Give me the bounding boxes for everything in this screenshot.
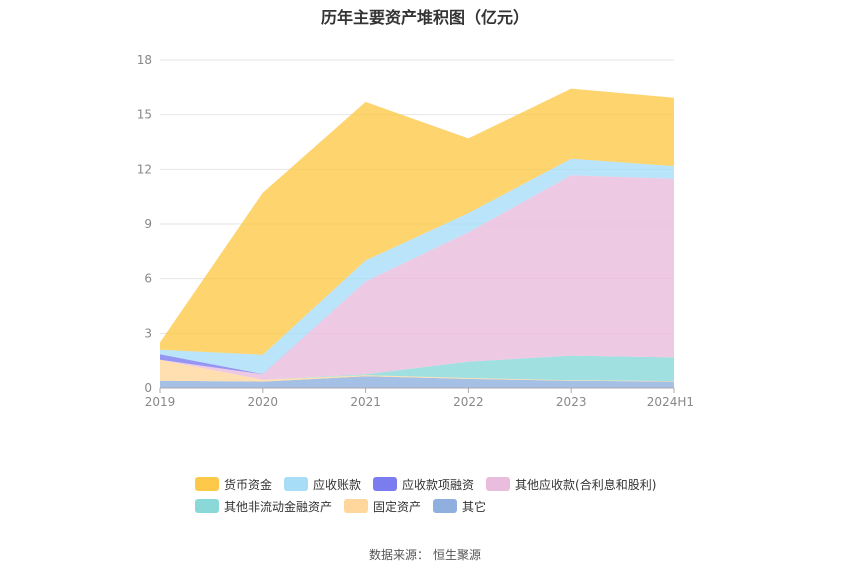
y-tick-label: 3 xyxy=(144,326,152,340)
legend-label: 应收款项融资 xyxy=(402,477,475,492)
legend-item[interactable]: 应收账款 xyxy=(284,476,361,493)
chart-plot: 0 3 6 9 12 15 18 2019 2020 2021 2022 2023 2024H1 xyxy=(137,53,694,409)
area-其它[interactable] xyxy=(160,376,674,388)
legend-swatch xyxy=(344,499,369,513)
x-tick-label: 2020 xyxy=(248,395,279,409)
y-tick-label: 9 xyxy=(144,217,152,231)
legend-label: 固定资产 xyxy=(373,499,422,514)
legend-label: 其他非流动金融资产 xyxy=(224,499,333,514)
legend-item[interactable]: 其它 xyxy=(433,498,486,515)
area-应收账款[interactable] xyxy=(160,158,674,374)
x-tick-label: 2023 xyxy=(556,395,587,409)
legend-swatch xyxy=(486,477,511,491)
legend-item[interactable]: 其他应收款(合利息和股利) xyxy=(486,476,656,493)
legend-label: 其它 xyxy=(462,499,487,514)
area-固定资产[interactable] xyxy=(160,359,674,382)
y-tick-label: 15 xyxy=(137,108,152,122)
legend-label: 应收账款 xyxy=(313,477,362,492)
chart-title: 历年主要资产堆积图（亿元） xyxy=(320,8,529,27)
area-货币资金[interactable] xyxy=(160,88,674,355)
legend-item[interactable]: 其他非流动金融资产 xyxy=(195,498,332,515)
legend-item[interactable]: 固定资产 xyxy=(344,498,421,515)
source-note: 数据来源： 恒生聚源 xyxy=(0,546,850,563)
legend-label: 其他应收款(合利息和股利) xyxy=(515,477,657,492)
y-tick-label: 18 xyxy=(137,53,152,67)
legend-swatch xyxy=(195,477,219,491)
legend-row: 其他非流动金融资产 固定资产 其它 xyxy=(195,495,715,517)
legend: 货币资金 应收账款 应收款项融资 其他应收款(合利息和股利) 其他非流动金融资产 固定资… xyxy=(195,473,715,517)
area-series xyxy=(160,88,674,388)
y-tick-label: 0 xyxy=(144,381,152,395)
y-tick-label: 6 xyxy=(144,272,152,286)
area-其他非流动金融资产[interactable] xyxy=(160,355,674,382)
x-tick-label: 2021 xyxy=(350,395,381,409)
legend-label: 货币资金 xyxy=(224,477,273,492)
legend-row: 货币资金 应收账款 应收款项融资 其他应收款(合利息和股利) xyxy=(195,473,715,495)
x-tick-label: 2019 xyxy=(145,395,176,409)
source-value: 恒生聚源 xyxy=(433,548,482,562)
legend-item[interactable]: 应收款项融资 xyxy=(373,476,474,493)
y-tick-label: 12 xyxy=(137,162,152,176)
legend-item[interactable]: 货币资金 xyxy=(195,476,272,493)
axes: 0 3 6 9 12 15 18 2019 2020 2021 2022 2023 2024H1 xyxy=(137,53,694,409)
legend-swatch xyxy=(373,477,398,491)
source-label: 数据来源： xyxy=(368,548,429,562)
legend-swatch xyxy=(284,477,309,491)
x-tick-label: 2022 xyxy=(453,395,484,409)
legend-swatch xyxy=(433,499,458,513)
legend-swatch xyxy=(195,499,219,513)
x-tick-label: 2024H1 xyxy=(647,395,694,409)
area-其他应收款(合利息和股利)[interactable] xyxy=(160,175,674,380)
